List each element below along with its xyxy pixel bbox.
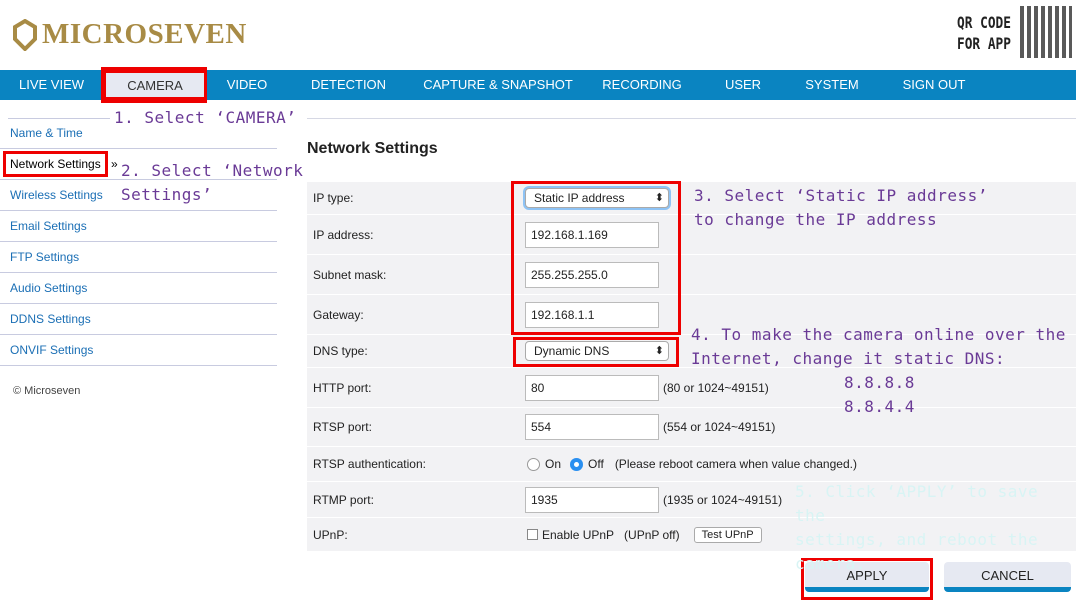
note-line: 8.8.8.8 — [844, 373, 915, 392]
label: HTTP port: — [313, 380, 372, 395]
ip-type-select[interactable]: Static IP address — [525, 188, 669, 208]
radio-label: On — [545, 457, 562, 471]
upnp-status: (UPnP off) — [624, 527, 680, 542]
row-rtsp-port: RTSP port: 554 (554 or 1024~49151) — [307, 408, 1076, 447]
label: IP type: — [313, 191, 354, 205]
label: Subnet mask: — [313, 267, 387, 282]
arrow-icon: » — [111, 157, 118, 171]
copyright: © Microseven — [13, 385, 81, 397]
note-step-5: 5. Click ‘APPLY’ to save the settings, an… — [795, 480, 1076, 576]
row-http-port: HTTP port: 80 (80 or 1024~49151) — [307, 368, 1076, 408]
note-step-1: 1. Select ‘CAMERA’ — [110, 106, 301, 130]
qr-label-line: FOR APP — [957, 34, 1011, 53]
row-gateway: Gateway: 192.168.1.1 — [307, 295, 1076, 335]
note-line: 2. Select ‘Network — [121, 161, 304, 180]
row-ip-address: IP address: 192.168.1.169 — [307, 215, 1076, 255]
ip-address-input[interactable]: 192.168.1.169 — [525, 221, 659, 248]
gateway-input[interactable]: 192.168.1.1 — [525, 301, 659, 328]
nav-user[interactable]: USER — [724, 77, 762, 92]
nav-sign-out[interactable]: SIGN OUT — [902, 77, 966, 92]
note-line: 3. Select ‘Static IP address’ — [694, 186, 988, 205]
sidebar-item-network-settings[interactable]: Network Settings » — [0, 149, 277, 180]
rtsp-port-input[interactable]: 554 — [525, 414, 659, 440]
dns-type-select[interactable]: Dynamic DNS — [525, 341, 669, 361]
hint: (1935 or 1024~49151) — [663, 492, 783, 507]
logo-icon — [13, 18, 37, 51]
hint: (554 or 1024~49151) — [663, 420, 776, 434]
sidebar-item-wireless[interactable]: Wireless Settings — [0, 180, 277, 211]
subnet-mask-input[interactable]: 255.255.255.0 — [525, 261, 659, 288]
qr-label: QR CODE FOR APP — [957, 12, 1011, 54]
label: Gateway: — [313, 307, 364, 322]
note-line: Settings’ — [121, 185, 213, 204]
brand-name: MICROSEVEN — [42, 18, 247, 50]
ip-highlight — [511, 181, 681, 335]
sidebar-item-ftp[interactable]: FTP Settings — [0, 242, 277, 273]
apply-highlight — [801, 558, 933, 600]
note-line: to change the IP address — [694, 210, 938, 229]
nav-capture-snapshot[interactable]: CAPTURE & SNAPSHOT — [423, 77, 573, 92]
row-upnp: UPnP: Enable UPnP (UPnP off) Test UPnP — [307, 518, 1076, 552]
note-line: camera. — [795, 554, 866, 573]
cancel-button[interactable]: CANCEL — [944, 562, 1071, 592]
brand-logo: MICROSEVEN — [12, 18, 247, 51]
sidebar-item-name-time[interactable]: Name & Time — [0, 118, 277, 149]
nav-live-view[interactable]: LIVE VIEW — [18, 77, 85, 92]
note-line: 4. To make the camera online over the — [691, 325, 1066, 344]
row-rtsp-auth: RTSP authentication: On Off (Please rebo… — [307, 447, 1076, 482]
sidebar-item-audio[interactable]: Audio Settings — [0, 273, 277, 304]
note-line: settings, and reboot the — [795, 530, 1039, 549]
note-line: 5. Click ‘APPLY’ to save the — [795, 482, 1039, 525]
nav-detection[interactable]: DETECTION — [310, 77, 387, 92]
row-dns-type: DNS type: Dynamic DNS — [307, 335, 1076, 368]
row-subnet: Subnet mask: 255.255.255.0 — [307, 255, 1076, 295]
rtsp-auth-off-radio[interactable] — [570, 457, 584, 471]
sidebar-item-label: Network Settings — [3, 151, 108, 177]
note-step-4: 4. To make the camera online over the Int… — [691, 323, 1066, 419]
label: RTMP port: — [313, 492, 374, 507]
hint: (80 or 1024~49151) — [663, 380, 769, 395]
checkbox-label: Enable UPnP — [542, 527, 615, 542]
note-line: 8.8.4.4 — [844, 397, 915, 416]
note-step-2: 2. Select ‘Network Settings’ — [121, 159, 303, 207]
dns-highlight — [513, 337, 679, 367]
nav-system[interactable]: SYSTEM — [805, 77, 859, 92]
rtmp-port-input[interactable]: 1935 — [525, 486, 659, 513]
sidebar-item-onvif[interactable]: ONVIF Settings — [0, 335, 277, 366]
row-ip-type: IP type: Static IP address — [307, 182, 1076, 215]
content-divider — [307, 118, 1076, 119]
main-nav: LIVE VIEW CAMERA VIDEO DETECTION CAPTURE… — [0, 70, 1076, 100]
nav-video[interactable]: VIDEO — [226, 77, 268, 92]
note-step-3: 3. Select ‘Static IP address’ to change t… — [694, 184, 988, 232]
label: UPnP: — [313, 527, 348, 542]
qr-label-line: QR CODE — [957, 13, 1011, 32]
label: RTSP port: — [313, 420, 372, 434]
page-title: Network Settings — [307, 140, 438, 157]
note-line: Internet, change it static DNS: — [691, 349, 1006, 368]
nav-recording[interactable]: RECORDING — [602, 77, 682, 92]
apply-button[interactable]: APPLY — [805, 562, 929, 592]
sidebar-item-ddns[interactable]: DDNS Settings — [0, 304, 277, 335]
enable-upnp-checkbox[interactable] — [527, 529, 538, 540]
qr-code-image — [1020, 6, 1072, 58]
test-upnp-button[interactable]: Test UPnP — [693, 526, 762, 543]
rtsp-auth-on-radio[interactable] — [527, 457, 540, 471]
nav-camera[interactable]: CAMERA — [103, 70, 207, 100]
http-port-input[interactable]: 80 — [525, 374, 659, 401]
radio-label: Off — [588, 457, 604, 471]
hint: (Please reboot camera when value changed… — [614, 457, 857, 471]
label: IP address: — [313, 227, 374, 242]
label: RTSP authentication: — [313, 457, 426, 471]
row-rtmp-port: RTMP port: 1935 (1935 or 1024~49151) — [307, 482, 1076, 518]
sidebar-item-email[interactable]: Email Settings — [0, 211, 277, 242]
label: DNS type: — [313, 344, 368, 358]
